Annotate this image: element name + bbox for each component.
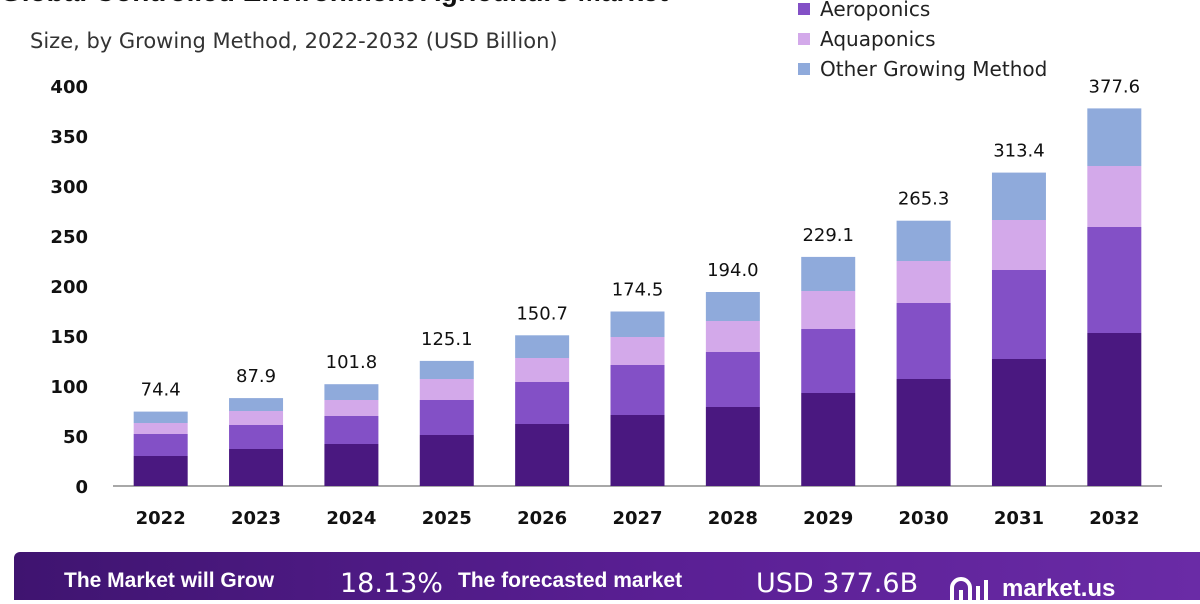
bar-2027-aquaponics xyxy=(610,337,665,365)
y-tick-label-300: 300 xyxy=(50,177,88,198)
banner-cagr-value: 18.13% xyxy=(340,568,443,599)
bar-2030-aeroponics xyxy=(896,303,951,379)
bar-2028-other-growing-method xyxy=(705,292,760,321)
data-label-total-2028: 194.0 xyxy=(707,260,759,281)
bar-2032-other-growing-method xyxy=(1087,108,1142,166)
bar-2026-aquaponics xyxy=(515,358,570,382)
bar-2031-hydroponics xyxy=(991,359,1046,486)
x-tick-label-2024: 2024 xyxy=(326,508,376,529)
legend-swatch-aeroponics xyxy=(798,3,810,15)
bar-2029-hydroponics xyxy=(801,393,856,486)
bar-2025-aeroponics xyxy=(419,400,474,435)
bar-2023-other-growing-method xyxy=(229,398,284,411)
bar-2024-aquaponics xyxy=(324,400,379,416)
legend-swatch-other xyxy=(798,63,810,75)
bar-2027-hydroponics xyxy=(610,415,665,486)
bar-2030-hydroponics xyxy=(896,379,951,486)
bar-2024-aeroponics xyxy=(324,416,379,444)
bar-2025-aquaponics xyxy=(419,379,474,400)
banner-forecast-label: The forecasted market xyxy=(458,569,683,592)
bar-2029-aquaponics xyxy=(801,291,856,329)
bar-2029-aeroponics xyxy=(801,329,856,393)
bar-2026-aeroponics xyxy=(515,382,570,424)
y-tick-label-200: 200 xyxy=(50,277,88,298)
x-tick-label-2025: 2025 xyxy=(422,508,472,529)
bar-2022-aeroponics xyxy=(133,434,188,456)
bar-2027-other-growing-method xyxy=(610,311,665,337)
x-tick-label-2032: 2032 xyxy=(1089,508,1139,529)
bar-2025-other-growing-method xyxy=(419,360,474,379)
bar-2022-hydroponics xyxy=(133,456,188,486)
bar-2022-aquaponics xyxy=(133,423,188,434)
summary-banner: The Market will Grow 18.13% The forecast… xyxy=(14,552,1200,602)
bar-2025-hydroponics xyxy=(419,435,474,486)
data-label-total-2030: 265.3 xyxy=(898,189,950,210)
bar-2030-other-growing-method xyxy=(896,220,951,261)
bar-2028-aquaponics xyxy=(705,321,760,352)
y-tick-label-0: 0 xyxy=(75,477,88,498)
legend-label-aquaponics: Aquaponics xyxy=(820,27,936,51)
chart-subtitle: Size, by Growing Method, 2022-2032 (USD … xyxy=(30,29,558,53)
legend: Aeroponics Aquaponics Other Growing Meth… xyxy=(798,0,1047,84)
bar-2026-hydroponics xyxy=(515,424,570,486)
brand-logo: market.us xyxy=(948,574,1115,604)
y-tick-label-350: 350 xyxy=(50,127,88,148)
banner-forecast-value: USD 377.6B xyxy=(756,568,919,599)
legend-item-aeroponics: Aeroponics xyxy=(798,0,1047,24)
data-label-total-2029: 229.1 xyxy=(802,225,854,246)
bar-2028-hydroponics xyxy=(705,407,760,486)
bar-2028-aeroponics xyxy=(705,352,760,407)
data-label-total-2022: 74.4 xyxy=(141,380,181,401)
bar-2031-other-growing-method xyxy=(991,172,1046,220)
bar-2030-aquaponics xyxy=(896,261,951,303)
stacked-bar-chart: 0 50 100 150 200 250 300 350 400 74.4 2022 87.9 2023… xyxy=(50,76,1162,529)
bar-2023-aquaponics xyxy=(229,411,284,425)
x-tick-label-2031: 2031 xyxy=(994,508,1044,529)
bar-2032-aquaponics xyxy=(1087,166,1142,227)
legend-item-aquaponics: Aquaponics xyxy=(798,24,1047,54)
x-tick-label-2022: 2022 xyxy=(136,508,186,529)
data-label-total-2032: 377.6 xyxy=(1089,76,1141,97)
bar-2026-other-growing-method xyxy=(515,335,570,358)
x-tick-label-2023: 2023 xyxy=(231,508,281,529)
bar-2031-aeroponics xyxy=(991,270,1046,359)
legend-swatch-aquaponics xyxy=(798,33,810,45)
chart-title: Global Controlled Environment Agricultur… xyxy=(0,0,668,8)
bar-2024-hydroponics xyxy=(324,444,379,486)
banner-grow-label: The Market will Grow xyxy=(64,569,275,592)
x-tick-label-2026: 2026 xyxy=(517,508,567,529)
bar-2032-aeroponics xyxy=(1087,227,1142,333)
x-tick-label-2030: 2030 xyxy=(899,508,949,529)
legend-label-other: Other Growing Method xyxy=(820,57,1048,81)
data-label-total-2024: 101.8 xyxy=(326,352,378,373)
bar-2031-aquaponics xyxy=(991,220,1046,270)
x-tick-label-2029: 2029 xyxy=(803,508,853,529)
brand-name: market.us xyxy=(1002,575,1116,602)
bar-2023-hydroponics xyxy=(229,449,284,486)
y-tick-label-50: 50 xyxy=(63,427,88,448)
x-tick-label-2028: 2028 xyxy=(708,508,758,529)
y-tick-label-400: 400 xyxy=(50,77,88,98)
data-label-total-2027: 174.5 xyxy=(612,280,664,301)
bar-2027-aeroponics xyxy=(610,365,665,415)
market-us-logo-icon xyxy=(950,577,988,600)
legend-item-other: Other Growing Method xyxy=(798,54,1047,84)
x-tick-label-2027: 2027 xyxy=(612,508,662,529)
y-tick-label-150: 150 xyxy=(50,327,88,348)
y-tick-label-100: 100 xyxy=(50,377,88,398)
bar-2024-other-growing-method xyxy=(324,384,379,400)
bar-2023-aeroponics xyxy=(229,425,284,449)
bar-2032-hydroponics xyxy=(1087,333,1142,486)
data-label-total-2031: 313.4 xyxy=(993,141,1045,162)
bar-2029-other-growing-method xyxy=(801,256,856,291)
data-label-total-2023: 87.9 xyxy=(236,366,276,387)
legend-label-aeroponics: Aeroponics xyxy=(820,0,931,21)
y-tick-label-250: 250 xyxy=(50,227,88,248)
data-label-total-2025: 125.1 xyxy=(421,329,473,350)
data-label-total-2026: 150.7 xyxy=(516,303,568,324)
bar-2022-other-growing-method xyxy=(133,411,188,423)
